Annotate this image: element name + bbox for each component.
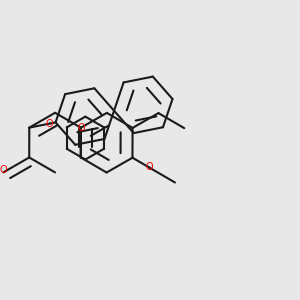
Text: O: O [46, 118, 53, 129]
Text: O: O [77, 123, 85, 133]
Text: O: O [0, 165, 7, 175]
Text: O: O [146, 163, 153, 172]
